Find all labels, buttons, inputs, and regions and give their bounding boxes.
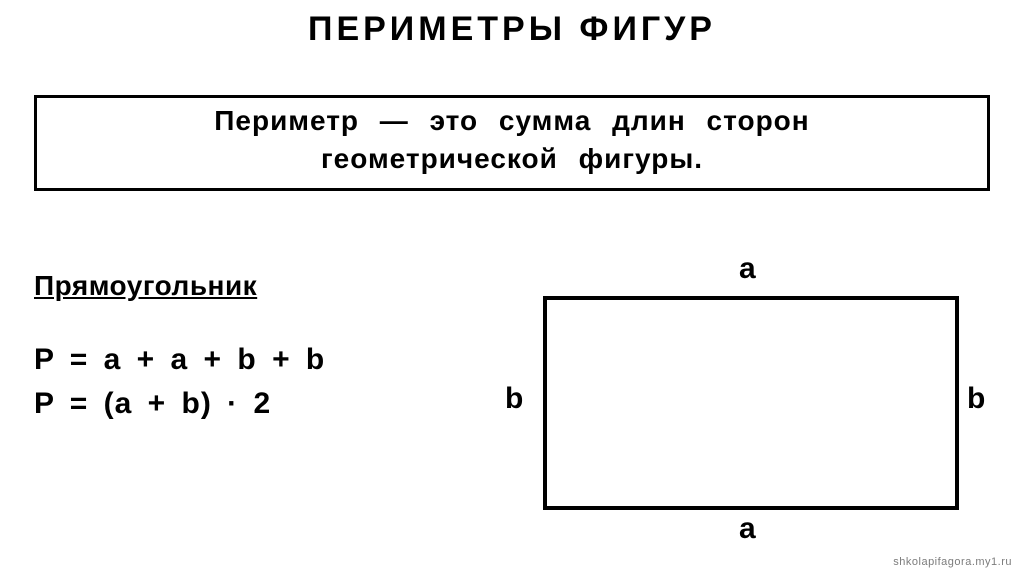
definition-line-1: Периметр — это сумма длин сторон [47,102,977,140]
formula-block: P = a + a + b + b P = (a + b) · 2 [34,338,325,425]
side-label-right: b [967,382,985,416]
definition-line-2: геометрической фигуры. [47,140,977,178]
side-label-bottom: a [739,512,756,546]
rectangle-shape [543,296,959,510]
rectangle-diagram: a a b b [495,282,975,540]
watermark: shkolapifagora.my1.ru [893,556,1012,568]
page-title: ПЕРИМЕТРЫ ФИГУР [0,0,1024,49]
side-label-left: b [505,382,523,416]
section-heading: Прямоугольник [34,270,257,302]
definition-box: Периметр — это сумма длин сторон геометр… [34,95,990,191]
page: ПЕРИМЕТРЫ ФИГУР Периметр — это сумма дли… [0,0,1024,572]
formula-line-1: P = a + a + b + b [34,338,325,382]
side-label-top: a [739,252,756,286]
formula-line-2: P = (a + b) · 2 [34,382,325,426]
